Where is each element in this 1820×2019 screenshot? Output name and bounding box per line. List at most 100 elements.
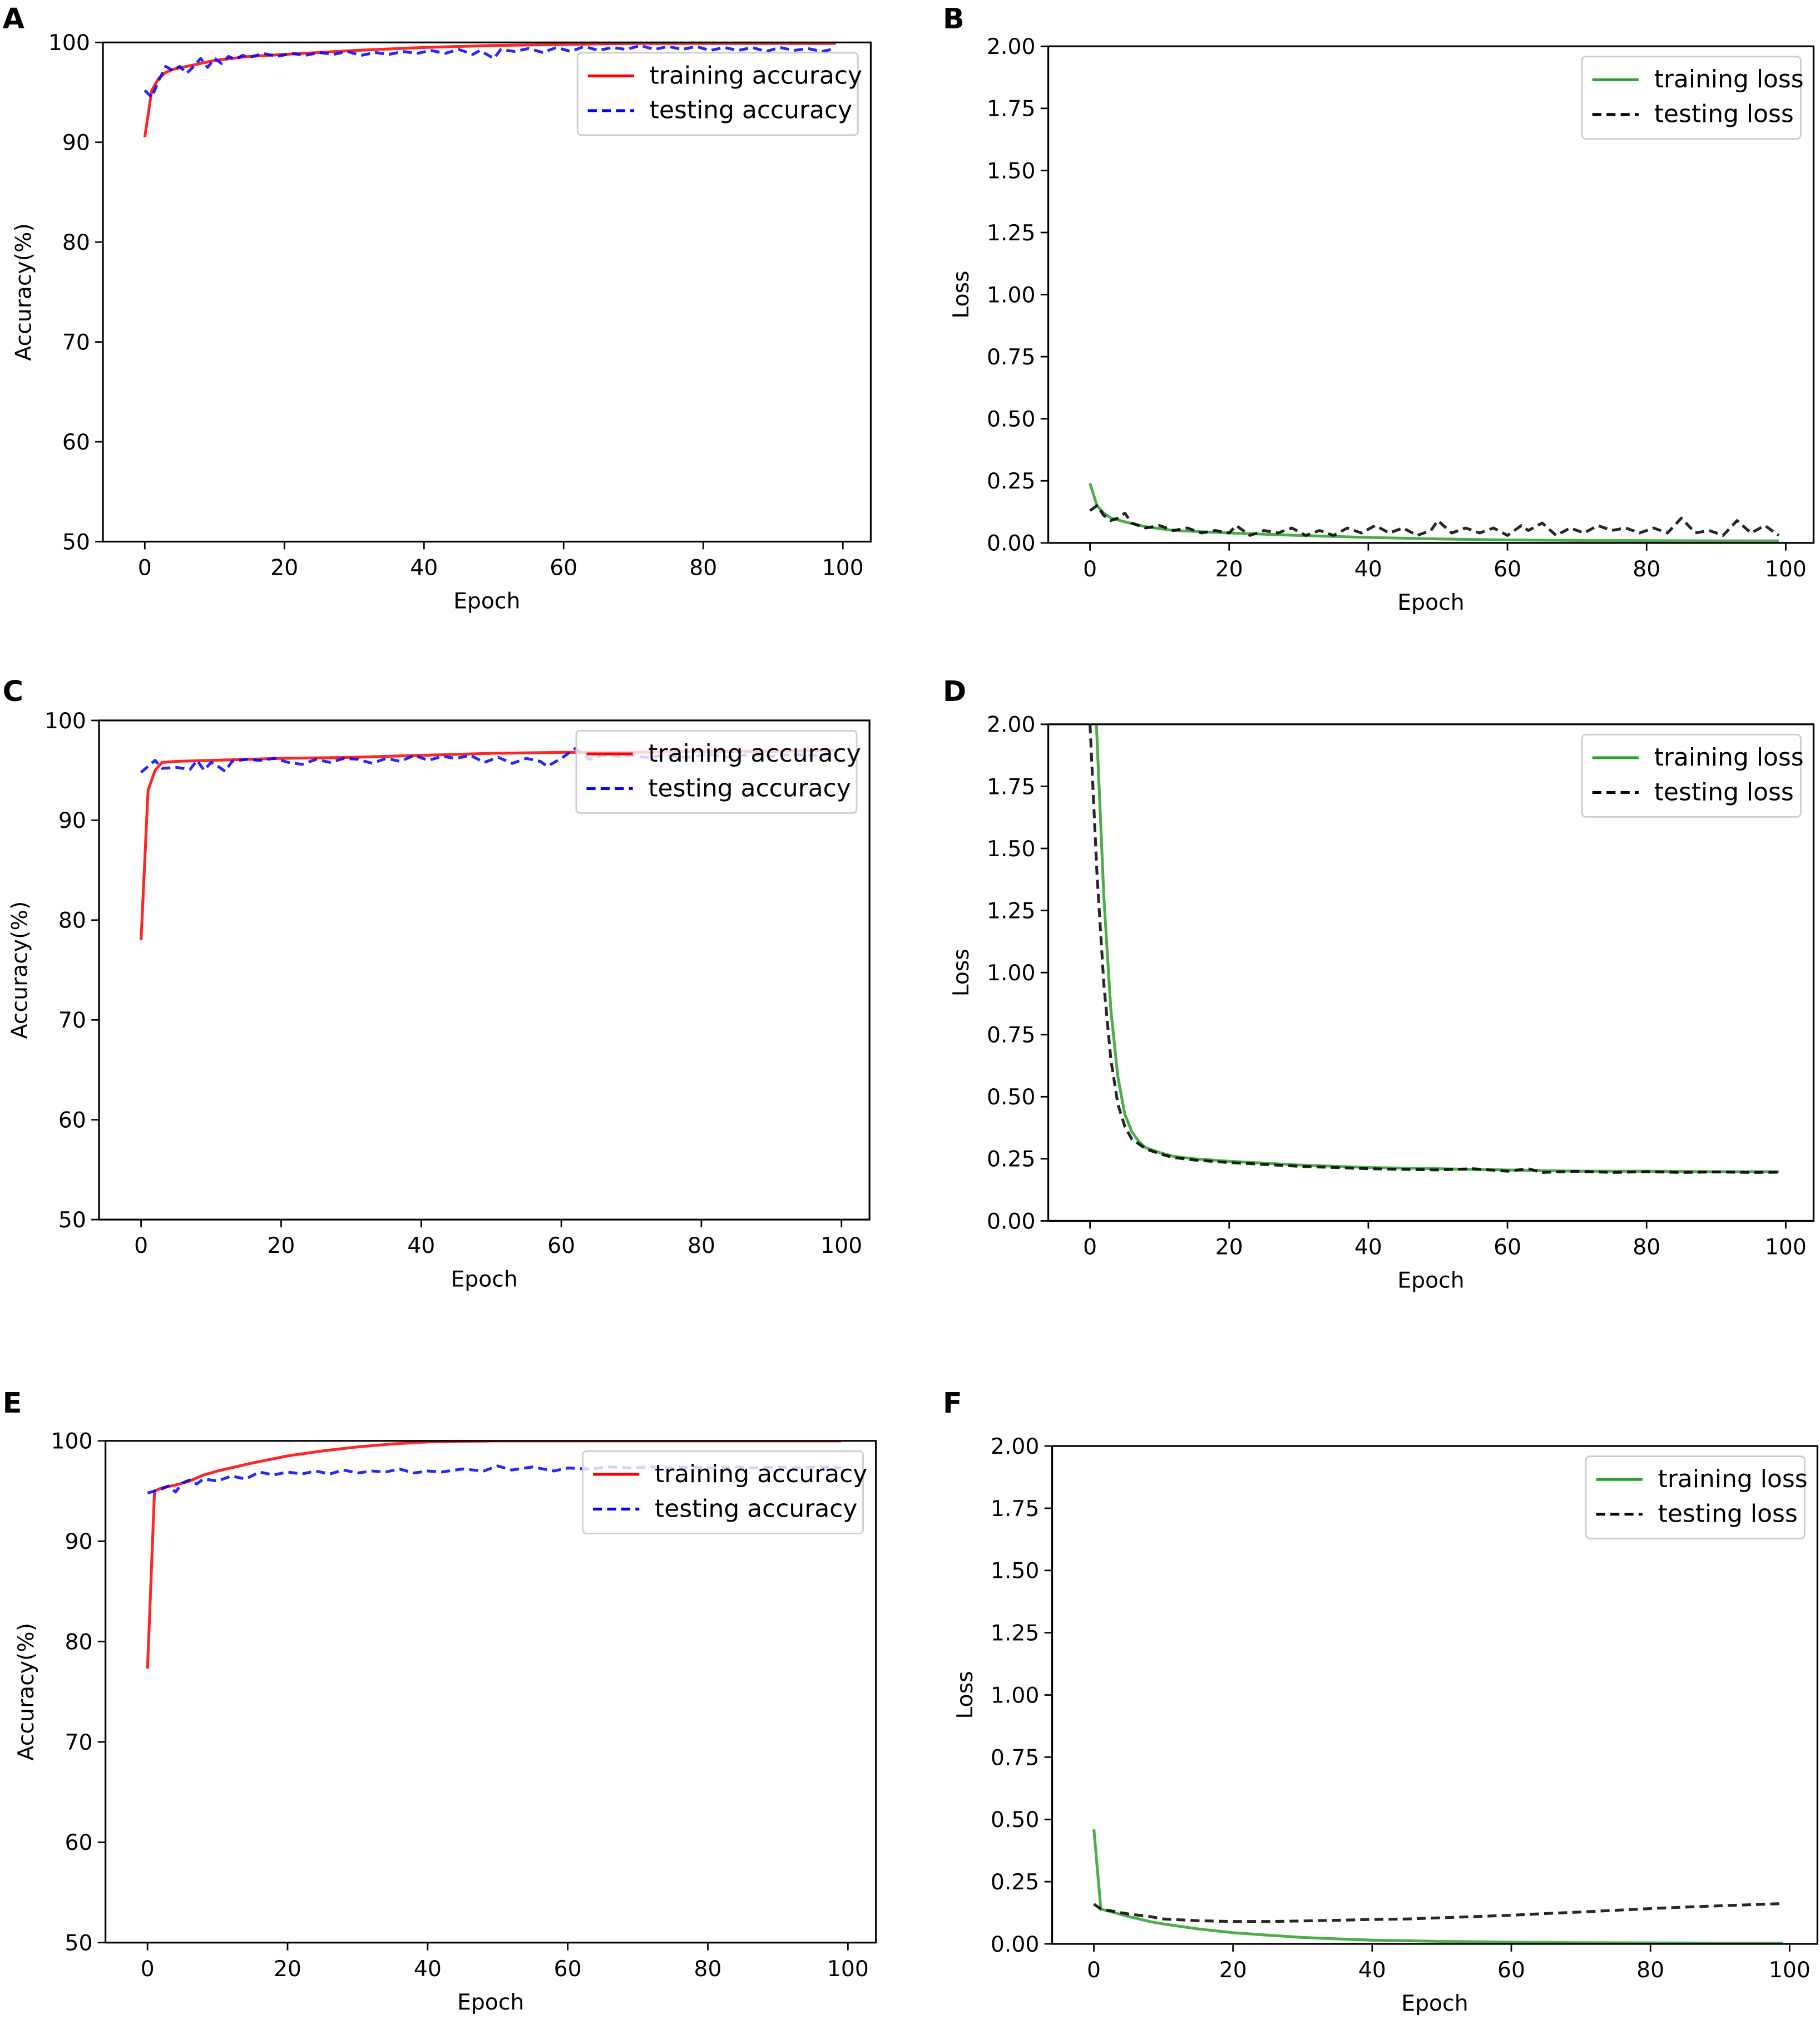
legend-box	[582, 1450, 864, 1534]
panel-letter: C	[3, 675, 23, 708]
series-line-training-loss	[1095, 724, 1779, 1173]
legend-label: testing accuracy	[648, 774, 850, 802]
x-tick-label: 40	[410, 556, 438, 581]
x-tick-label: 100	[1765, 557, 1807, 582]
y-tick-label: 1.25	[991, 1621, 1040, 1646]
x-tick-label: 40	[414, 1957, 442, 1982]
x-tick-label: 20	[267, 1233, 295, 1258]
y-axis-label: Loss	[949, 949, 974, 996]
legend-label: training accuracy	[650, 61, 862, 90]
y-tick-label: 80	[65, 1630, 92, 1655]
x-tick-label: 60	[1493, 1235, 1521, 1260]
x-tick-label: 20	[1215, 1235, 1243, 1260]
x-tick-label: 100	[820, 1233, 862, 1258]
panel-b: B 0 20 40 60 80 100 0.00 0.25 0.50 0.75 1.00 1.25 1.5…	[943, 2, 1815, 615]
x-tick-label: 60	[1493, 557, 1521, 582]
panel-e: E 0 20 40 60 80 100 50 60 70 80 90 100 Epoch Accuracy(…	[3, 1386, 877, 2015]
x-tick-label: 0	[141, 1957, 155, 1982]
y-tick-label: 1.25	[987, 221, 1036, 246]
x-axis-label: Epoch	[1397, 590, 1464, 615]
y-tick-label: 100	[48, 31, 90, 56]
y-tick-label: 1.75	[987, 774, 1036, 799]
x-tick-label: 40	[1354, 557, 1382, 582]
y-tick-label: 1.50	[987, 159, 1036, 184]
y-tick-label: 1.50	[991, 1559, 1040, 1584]
series-line-testing-loss	[1093, 1902, 1783, 1923]
legend-box	[1581, 733, 1802, 818]
y-axis-label: Loss	[953, 1671, 978, 1719]
legend-label: training loss	[1654, 743, 1804, 772]
x-axis-label: Epoch	[451, 1267, 517, 1292]
x-tick-label: 0	[138, 556, 152, 581]
y-tick-label: 0.50	[987, 1085, 1036, 1110]
y-tick-label: 50	[58, 1208, 86, 1233]
legend-label: testing accuracy	[655, 1494, 857, 1523]
legend: training accuracy testing accuracy	[582, 1450, 867, 1534]
y-tick-label: 0.00	[991, 1932, 1040, 1957]
x-tick-label: 60	[1497, 1958, 1525, 1983]
legend-label: training loss	[1658, 1465, 1808, 1493]
series-line-training-loss	[1089, 482, 1779, 542]
y-tick-label: 0.25	[987, 1147, 1036, 1172]
y-tick-label: 2.00	[991, 1434, 1040, 1459]
y-tick-label: 1.75	[991, 1497, 1040, 1522]
x-tick-label: 40	[1354, 1235, 1382, 1260]
legend-label: testing accuracy	[650, 96, 852, 125]
y-tick-label: 2.00	[987, 713, 1036, 738]
x-tick-label: 0	[1083, 1235, 1097, 1260]
panel-f: F 0 20 40 60 80 100 0.00 0.25 0.50 0.75 1.00 1.25 1.5…	[943, 1386, 1818, 2016]
x-tick-label: 0	[1087, 1958, 1101, 1983]
legend-box	[576, 52, 859, 136]
x-tick-label: 40	[1358, 1958, 1386, 1983]
x-tick-label: 60	[550, 556, 577, 581]
legend-label: training accuracy	[648, 739, 860, 768]
legend: training loss testing loss	[1581, 56, 1804, 140]
x-tick-label: 40	[407, 1233, 435, 1258]
series-line-testing-loss	[1089, 504, 1780, 537]
y-tick-label: 0.00	[987, 531, 1036, 556]
legend-label: testing loss	[1658, 1500, 1798, 1528]
series-line-training-loss	[1092, 1829, 1783, 1944]
y-tick-label: 2.00	[987, 34, 1036, 60]
x-axis-label: Epoch	[1401, 1991, 1468, 2016]
x-tick-label: 80	[1633, 1235, 1660, 1260]
legend-label: testing loss	[1654, 100, 1794, 129]
legend: training loss testing loss	[1581, 733, 1804, 818]
y-axis-label: Loss	[949, 270, 974, 318]
x-axis-label: Epoch	[453, 589, 520, 614]
x-tick-label: 100	[827, 1957, 869, 1982]
y-tick-label: 70	[58, 1008, 86, 1033]
y-tick-label: 0.25	[991, 1870, 1040, 1895]
y-tick-label: 0.75	[991, 1745, 1040, 1770]
y-tick-label: 0.00	[987, 1209, 1036, 1234]
x-tick-label: 100	[822, 556, 864, 581]
panel-letter: E	[3, 1386, 22, 1419]
legend-box	[1585, 1455, 1806, 1539]
x-tick-label: 80	[694, 1957, 722, 1982]
y-tick-label: 60	[62, 430, 90, 455]
y-tick-label: 1.00	[987, 961, 1036, 986]
y-tick-label: 0.50	[987, 407, 1036, 432]
legend-label: training accuracy	[655, 1460, 867, 1488]
x-tick-label: 80	[1633, 557, 1660, 582]
legend-box	[1581, 56, 1802, 140]
y-tick-label: 80	[62, 230, 90, 255]
x-tick-label: 20	[270, 556, 298, 581]
x-tick-label: 60	[554, 1957, 582, 1982]
axes-frame	[102, 41, 872, 543]
x-tick-label: 0	[134, 1233, 148, 1258]
series-line-testing-loss	[1089, 724, 1779, 1174]
legend-label: testing loss	[1654, 778, 1794, 806]
y-tick-label: 0.25	[987, 469, 1036, 494]
panel-d: D 0 20 40 60 80 100 0.00 0.25 0.50 0.75 1.00 1.25 1.5…	[943, 675, 1815, 1294]
legend-label: training loss	[1654, 65, 1804, 93]
y-axis-label: Accuracy(%)	[8, 901, 33, 1039]
y-tick-label: 1.25	[987, 899, 1036, 924]
y-tick-label: 1.75	[987, 97, 1036, 122]
x-tick-label: 0	[1083, 557, 1097, 582]
legend: training accuracy testing accuracy	[575, 730, 861, 814]
axes-frame	[104, 1440, 877, 1944]
y-tick-label: 70	[65, 1730, 92, 1755]
y-tick-label: 1.00	[991, 1683, 1040, 1708]
x-axis-label: Epoch	[457, 1990, 524, 2015]
